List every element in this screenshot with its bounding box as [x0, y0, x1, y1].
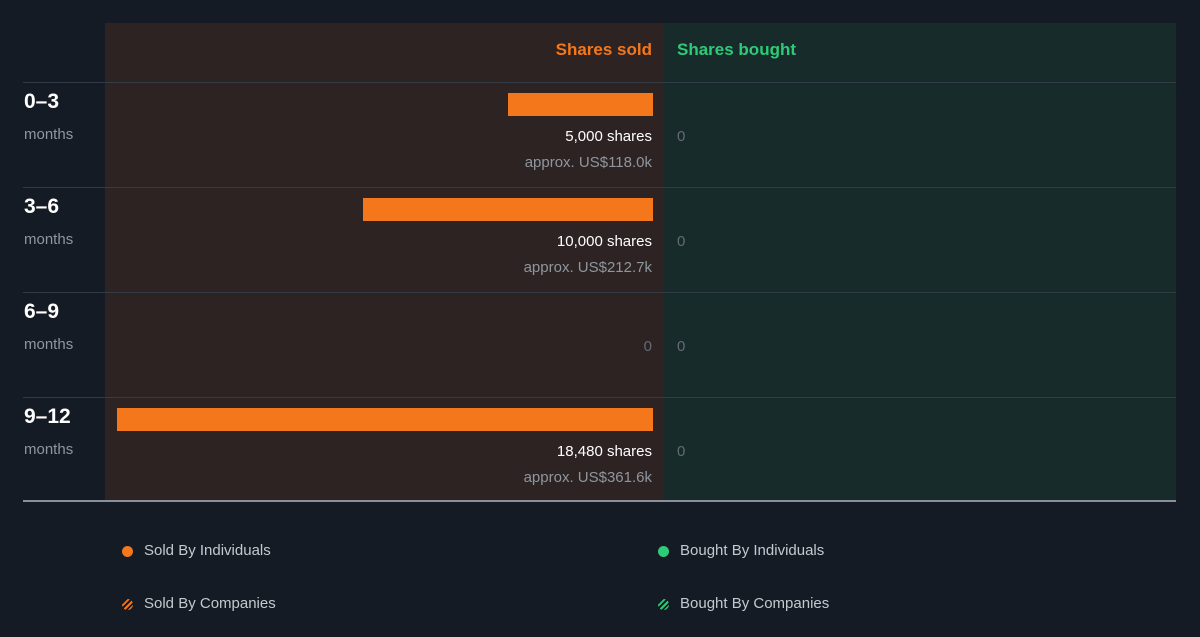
period-unit-label: months	[24, 336, 74, 353]
period-label: 0–3	[24, 90, 60, 113]
sold-value-label: approx. US$118.0k	[524, 154, 652, 171]
legend-label: Sold By Individuals	[144, 542, 271, 559]
row-separator	[23, 187, 1176, 188]
shares-bought-header: Shares bought	[677, 40, 797, 59]
axis-line	[23, 500, 1176, 502]
sold-shares-label: 18,480 shares	[556, 443, 652, 460]
period-unit-label: months	[24, 441, 74, 458]
legend-bought-companies[interactable]: Bought By Companies	[658, 594, 829, 614]
bought-zero-label: 0	[677, 443, 686, 460]
green-hatched-dot-icon	[658, 598, 669, 610]
period-label: 6–9	[24, 300, 60, 323]
chart-row: 6–9 months 0 0	[0, 293, 1200, 398]
sold-shares-label: 5,000 shares	[565, 128, 652, 145]
period-label: 9–12	[24, 405, 71, 428]
orange-dot-icon	[122, 545, 133, 557]
shares-bought-panel	[664, 23, 1176, 500]
legend-label: Bought By Companies	[680, 595, 830, 612]
legend-label: Bought By Individuals	[680, 542, 825, 559]
sold-zero-label: 0	[643, 338, 652, 355]
period-unit-label: months	[24, 126, 74, 143]
shares-sold-header: Shares sold	[555, 40, 652, 59]
sold-bar[interactable]	[363, 198, 653, 221]
legend-bought-individuals[interactable]: Bought By Individuals	[658, 541, 824, 561]
period-unit-label: months	[24, 231, 74, 248]
chart-row: 3–6 months 10,000 shares approx. US$212.7k 0	[0, 188, 1200, 293]
orange-hatched-dot-icon	[122, 598, 133, 610]
sold-value-label: approx. US$361.6k	[523, 469, 652, 486]
bought-zero-label: 0	[677, 338, 686, 355]
insider-trading-chart: Shares sold Shares bought 0–3 months 5,000…	[0, 23, 1200, 503]
legend-sold-individuals[interactable]: Sold By Individuals	[122, 541, 271, 561]
sold-shares-label: 10,000 shares	[556, 233, 652, 250]
row-separator	[23, 397, 1176, 398]
chart-row: 9–12 months 18,480 shares approx. US$361.6k…	[0, 398, 1200, 503]
sold-value-label: approx. US$212.7k	[523, 259, 652, 276]
bought-zero-label: 0	[677, 233, 686, 250]
chart-row: 0–3 months 5,000 shares approx. US$118.0k 0	[0, 83, 1200, 188]
row-separator	[23, 82, 1176, 83]
sold-bar[interactable]	[508, 93, 653, 116]
green-dot-icon	[658, 545, 669, 557]
legend-label: Sold By Companies	[144, 595, 276, 612]
legend-sold-companies[interactable]: Sold By Companies	[122, 594, 276, 614]
bought-zero-label: 0	[677, 128, 686, 145]
sold-bar[interactable]	[117, 408, 653, 431]
row-separator	[23, 292, 1176, 293]
period-label: 3–6	[24, 195, 60, 218]
